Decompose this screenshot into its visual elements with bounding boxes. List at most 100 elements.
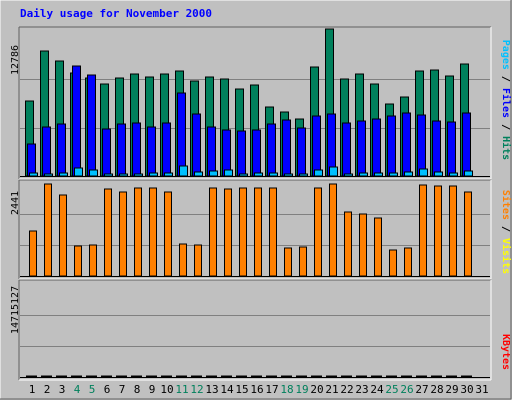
bar-kbytes-28	[431, 375, 442, 378]
legend-visits: Visits	[500, 238, 512, 274]
day-label-8: 8	[134, 383, 141, 396]
bar-sites-2	[44, 183, 52, 277]
legend-files: Files	[500, 88, 512, 118]
bar-files-28	[432, 120, 441, 177]
day-label-30: 30	[460, 383, 473, 396]
day-label-7: 7	[119, 383, 126, 396]
day-label-2: 2	[44, 383, 51, 396]
bar-sites-1	[29, 230, 37, 277]
day-label-4: 4	[74, 383, 81, 396]
day-label-31: 31	[475, 383, 488, 396]
legend-pages: Pages	[500, 40, 511, 70]
bar-pages-1	[29, 172, 38, 177]
bar-sites-25	[389, 249, 397, 277]
day-label-28: 28	[430, 383, 443, 396]
bar-files-12	[192, 113, 201, 177]
bar-kbytes-23	[356, 375, 367, 378]
bar-pages-22	[344, 173, 353, 177]
day-label-19: 19	[295, 383, 308, 396]
bar-files-27	[417, 114, 426, 177]
bar-kbytes-14	[221, 375, 232, 378]
panel-frame-middle	[18, 179, 492, 280]
bar-kbytes-5	[86, 375, 97, 378]
panel-frame-top	[18, 26, 492, 180]
bar-kbytes-27	[416, 375, 427, 378]
bar-kbytes-6	[101, 375, 112, 378]
bar-kbytes-7	[116, 375, 127, 378]
bar-files-8	[132, 122, 141, 177]
ytick-bottom: 14715127	[10, 286, 21, 334]
bar-files-20	[312, 115, 321, 177]
bar-sites-14	[224, 188, 232, 277]
bar-sites-7	[119, 191, 127, 277]
bar-files-13	[207, 126, 216, 177]
bar-files-19	[297, 127, 306, 177]
bar-kbytes-10	[161, 375, 172, 378]
bar-files-11	[177, 92, 186, 177]
bar-pages-24	[374, 172, 383, 177]
legend-middle: Sites / Visits	[500, 190, 512, 274]
bar-pages-12	[194, 171, 203, 177]
bar-kbytes-9	[146, 375, 157, 378]
bar-files-4	[72, 65, 81, 177]
bar-kbytes-11	[176, 375, 187, 378]
bar-files-9	[147, 126, 156, 177]
bar-files-22	[342, 122, 351, 177]
bar-kbytes-1	[26, 375, 37, 378]
bar-files-25	[387, 115, 396, 177]
day-label-12: 12	[190, 383, 203, 396]
bar-pages-4	[74, 167, 83, 177]
bars	[25, 28, 473, 378]
bar-pages-29	[449, 172, 458, 177]
bar-kbytes-29	[446, 375, 457, 378]
day-label-18: 18	[280, 383, 293, 396]
day-label-6: 6	[104, 383, 111, 396]
bar-pages-26	[404, 171, 413, 177]
bar-kbytes-20	[311, 375, 322, 378]
bar-sites-20	[314, 187, 322, 277]
day-label-24: 24	[370, 383, 384, 396]
ytick-middle: 2441	[10, 191, 21, 215]
bar-pages-13	[209, 170, 218, 177]
day-label-16: 16	[250, 383, 263, 396]
bar-kbytes-16	[251, 375, 262, 378]
bar-kbytes-13	[206, 375, 217, 378]
legend-sites: Sites	[500, 190, 512, 220]
bar-files-15	[237, 130, 246, 177]
bar-sites-6	[104, 188, 112, 277]
bar-files-1	[27, 143, 36, 177]
day-label-29: 29	[445, 383, 458, 396]
bar-sites-12	[194, 244, 202, 277]
bar-files-2	[42, 126, 51, 177]
legend-sep-1: /	[500, 70, 511, 88]
bar-pages-9	[149, 172, 158, 177]
day-labels: 1 2 3 4 5 6 7 8 9 10 11 12 13 14 15 16 17 18 19 20 21 22 23 24 2…	[29, 383, 489, 396]
bar-sites-27	[419, 184, 427, 277]
day-label-22: 22	[340, 383, 353, 396]
day-label-1: 1	[29, 383, 36, 396]
bar-files-23	[357, 120, 366, 177]
bar-pages-15	[239, 173, 248, 177]
bar-files-7	[117, 123, 126, 177]
bar-kbytes-15	[236, 375, 247, 378]
bar-sites-19	[299, 246, 307, 277]
bar-kbytes-25	[386, 375, 397, 378]
bar-pages-14	[224, 169, 233, 177]
bar-pages-3	[59, 172, 68, 177]
bar-sites-17	[269, 187, 277, 277]
bar-pages-28	[434, 171, 443, 177]
bar-pages-20	[314, 169, 323, 177]
bar-files-26	[402, 112, 411, 177]
legend-hits: Hits	[500, 136, 512, 160]
bar-sites-26	[404, 247, 412, 277]
bar-sites-11	[179, 243, 187, 277]
bar-kbytes-19	[296, 375, 307, 378]
bar-files-17	[267, 123, 276, 177]
bar-sites-13	[209, 187, 217, 277]
bar-files-18	[282, 119, 291, 177]
bar-kbytes-3	[56, 375, 67, 378]
day-label-23: 23	[355, 383, 368, 396]
bar-sites-23	[359, 213, 367, 277]
panel-frame-bottom	[18, 279, 492, 381]
